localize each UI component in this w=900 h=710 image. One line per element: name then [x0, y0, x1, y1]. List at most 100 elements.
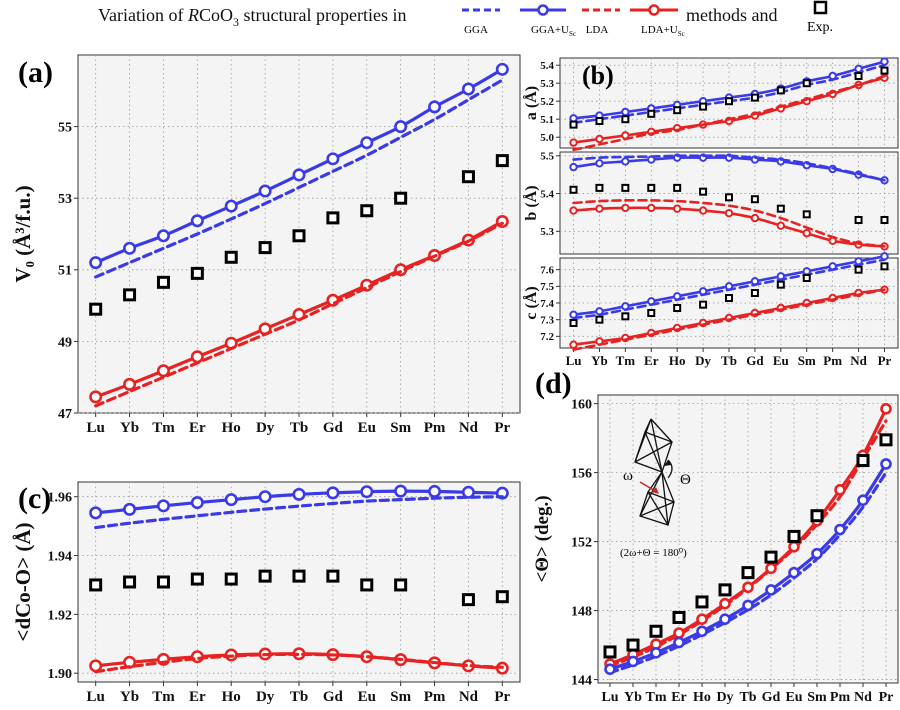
x-tick-label: Gd [323, 689, 344, 705]
y-axis-label: b (Å) [522, 185, 540, 220]
y-tick-label: 7.2 [540, 331, 554, 343]
x-tick-label: Pr [879, 690, 894, 705]
data-point [461, 82, 475, 96]
x-tick-label: Dy [256, 420, 275, 436]
data-point [190, 350, 204, 364]
y-tick-label: 1.92 [48, 608, 73, 623]
data-point [765, 584, 777, 596]
y-tick-label: 1.90 [48, 667, 73, 682]
series-gga-usc [604, 458, 892, 676]
y-tick-label: 7.6 [540, 265, 554, 277]
exp-point [854, 265, 863, 274]
data-point [650, 647, 662, 659]
data-point [569, 206, 578, 215]
x-tick-label: Sm [390, 420, 411, 436]
series-lda-usc [604, 402, 892, 670]
data-point [89, 256, 103, 270]
series-gga [572, 258, 886, 320]
exp-point [880, 66, 889, 75]
exp-point [569, 319, 578, 327]
data-point [673, 627, 685, 639]
exp-point [802, 79, 811, 88]
panel-a: 47 49 51 53 55 Lu Yb Tm Er Ho Dy Tb Gd Eu Sm Pm Nd Pr (a) V… [11, 54, 521, 436]
data-point [224, 493, 238, 507]
header-formula-r: R [187, 5, 199, 25]
series-exp- [569, 262, 889, 327]
legend-label-lda: LDA [586, 24, 609, 36]
legend-item-gga: GGA [462, 8, 500, 36]
exp-point [880, 216, 889, 224]
data-point [750, 213, 760, 223]
legend-item-gga-u: GGA+USc [520, 4, 576, 38]
data-point [156, 499, 170, 513]
exp-point [595, 183, 604, 192]
data-point [595, 204, 604, 213]
exp-point [699, 187, 708, 196]
x-tick-label: Pm [823, 353, 842, 368]
data-point [880, 57, 889, 66]
x-tick-label: Yb [120, 689, 139, 705]
panel-b_a: 5.0 5.1 5.2 5.3 5.4 (b) a (Å) [522, 57, 899, 152]
exp-point [802, 210, 811, 219]
x-tick-label: Ho [222, 420, 241, 436]
legend-label-gga-u: GGA+USc [531, 24, 576, 38]
y-tick-label: 7.3 [540, 315, 554, 327]
y-tick-label: 7.5 [540, 281, 554, 293]
y-tick-label: 152 [571, 535, 592, 550]
series-gga [94, 78, 504, 279]
x-tick-label: Pr [878, 353, 892, 368]
x-tick-label: Ho [222, 689, 241, 705]
x-tick-label: Sm [798, 353, 816, 368]
x-tick-label: Eu [773, 353, 789, 368]
y-tick-label: 148 [571, 604, 592, 619]
data-point [627, 655, 639, 668]
legend-label-lda-u: LDA+USc [641, 24, 685, 38]
series-line [94, 78, 504, 279]
data-point [857, 494, 869, 506]
exp-point [776, 280, 785, 289]
legend-item-lda: LDA [582, 8, 620, 36]
y-tick-label: 53 [58, 192, 72, 207]
omega-arrowhead [652, 487, 659, 494]
series-gga-usc [569, 252, 889, 319]
exp-point [725, 294, 733, 302]
data-point [834, 523, 846, 536]
exp-point [649, 624, 663, 638]
x-tick-label: Sm [390, 689, 411, 705]
x-tick-label: Lu [601, 690, 618, 705]
data-point [569, 340, 578, 349]
data-point [569, 162, 578, 172]
exp-point [699, 300, 708, 309]
exp-point [258, 569, 272, 583]
y-axis-label: <dCo-O> (Å) [11, 522, 35, 641]
exp-point [621, 183, 630, 192]
series-exp- [569, 66, 889, 129]
data-point [742, 599, 754, 612]
legend-item-lda-u: LDA+USc [630, 4, 685, 38]
series-gga-usc [89, 484, 509, 520]
data-point [258, 490, 272, 504]
series-line [572, 198, 886, 248]
exp-point [461, 170, 475, 184]
data-point [604, 663, 616, 676]
data-point [811, 547, 823, 560]
data-point [360, 136, 374, 150]
series-lda [572, 198, 886, 248]
y-tick-label: 5.0 [540, 132, 554, 144]
exp-point [394, 191, 408, 205]
y-tick-label: 5.1 [540, 114, 554, 126]
data-point [834, 484, 846, 496]
series-gga [572, 154, 886, 182]
series-line [572, 154, 886, 182]
data-point [123, 241, 137, 255]
x-tick-label: Er [189, 689, 206, 705]
legend-label-gga-u-main: GGA+U [531, 24, 569, 36]
legend-label-gga-u-sub: Sc [569, 30, 576, 38]
exp-point [621, 312, 630, 321]
data-point [802, 229, 811, 238]
panel-c: 1.90 1.92 1.94 1.96 Lu Yb Tm Er Ho Dy Tb Gd Eu Sm Pm Nd… [11, 481, 521, 705]
data-point [258, 184, 272, 198]
exp-point [810, 509, 824, 523]
y-tick-label: 160 [571, 398, 592, 413]
